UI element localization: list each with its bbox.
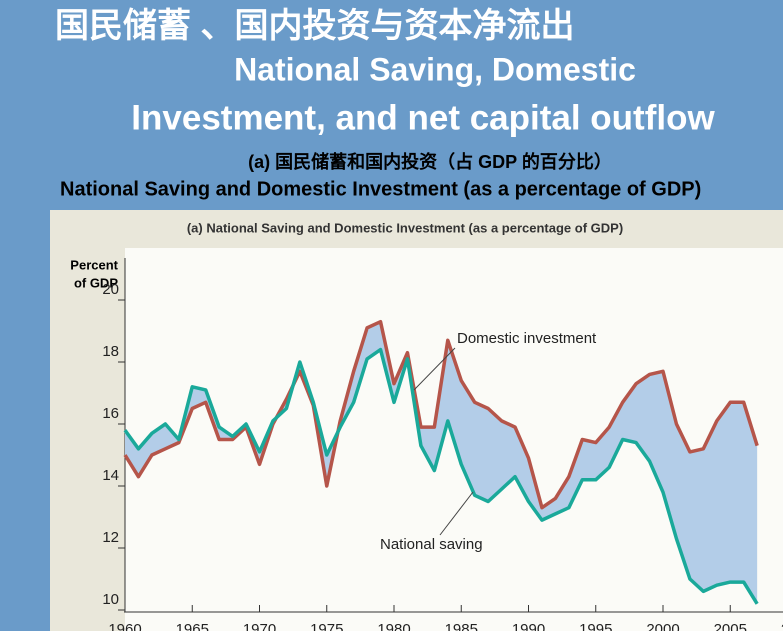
x-tick-label: 2005: [714, 621, 747, 631]
y-tick-label: 10: [102, 591, 119, 608]
series-label: National saving: [380, 536, 483, 553]
y-tick-label: 14: [102, 467, 119, 484]
title-en: National Saving, Domestic: [234, 51, 636, 87]
leader-line: [439, 491, 474, 536]
y-axis-label: of GDP: [74, 275, 118, 290]
x-tick-label: 1970: [243, 621, 276, 631]
y-tick-label: 18: [102, 343, 119, 360]
series-line: [123, 347, 759, 605]
y-tick-label: 12: [102, 529, 119, 546]
subtitle-zh: (a) 国民储蓄和国内投资（占 GDP 的百分比）: [248, 151, 612, 172]
y-axis-label: Percent: [70, 257, 118, 272]
x-tick-label: 1975: [310, 621, 343, 631]
chart-title: (a) National Saving and Domestic Investm…: [187, 220, 623, 235]
x-tick-label: 2010: [781, 621, 783, 631]
gap-area: [125, 321, 758, 604]
subtitle-en: National Saving and Domestic Investment …: [60, 178, 701, 200]
series-line: [123, 319, 759, 510]
x-tick-label: 1995: [579, 621, 612, 631]
title-zh: 国民储蓄 、国内投资与资本净流出: [55, 7, 574, 45]
x-tick-label: 1960: [108, 621, 141, 631]
x-tick-label: 1980: [377, 621, 410, 631]
leader-line: [413, 347, 456, 391]
x-tick-label: 1965: [176, 621, 209, 631]
x-tick-label: 1985: [445, 621, 478, 631]
x-tick-label: 1990: [512, 621, 545, 631]
y-tick-label: 16: [102, 405, 119, 422]
series-label: Domestic investment: [457, 330, 597, 347]
y-tick-label: 20: [102, 281, 119, 298]
title-en: Investment, and net capital outflow: [131, 98, 715, 137]
x-tick-label: 2000: [646, 621, 679, 631]
